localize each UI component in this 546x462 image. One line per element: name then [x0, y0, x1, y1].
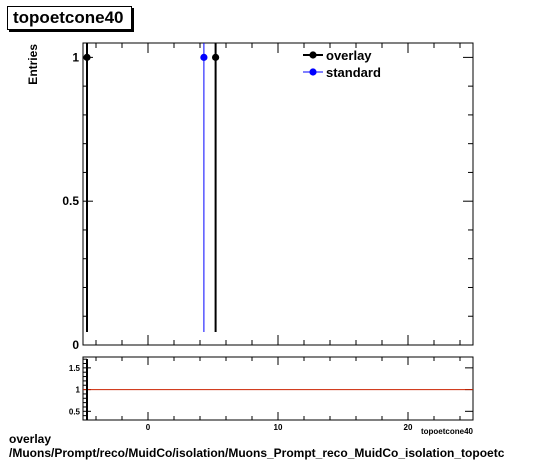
- ratio-plot-panel: 0.5 1 1.5 0 10 20 topoetcone40: [69, 356, 474, 436]
- footer-path: /Muons/Prompt/reco/MuidCo/isolation/Muon…: [9, 446, 505, 460]
- y-axis-label: Entries: [26, 44, 40, 85]
- overlay-edge-marker: [83, 53, 91, 61]
- y-tick-label: 1: [72, 50, 79, 64]
- ratio-y-tick-label: 1: [76, 386, 81, 395]
- footer-label: overlay: [9, 432, 52, 446]
- ratio-x-tick-label: 0: [146, 423, 151, 432]
- main-plot-frame: [82, 42, 474, 346]
- overlay-marker: [212, 53, 220, 61]
- legend-label-overlay: overlay: [326, 48, 372, 63]
- ratio-plot-frame: [82, 356, 474, 421]
- legend-marker-standard: [309, 68, 317, 76]
- legend-label-standard: standard: [326, 65, 381, 80]
- ratio-x-tick-label: 10: [274, 423, 283, 432]
- legend-marker-overlay: [309, 51, 317, 59]
- ratio-x-tick-label: 20: [404, 423, 413, 432]
- standard-marker: [200, 53, 208, 61]
- y-tick-label: 0.5: [62, 194, 79, 208]
- ratio-y-tick-label: 0.5: [69, 407, 81, 416]
- main-plot-panel: 0 0.5 1 Entries overlay standard: [26, 42, 474, 352]
- y-tick-label: 0: [72, 338, 79, 352]
- title-box: topoetcone40: [7, 6, 132, 30]
- x-axis-label: topoetcone40: [421, 427, 474, 436]
- ratio-y-tick-label: 1.5: [69, 364, 81, 373]
- chart-title: topoetcone40: [13, 8, 124, 27]
